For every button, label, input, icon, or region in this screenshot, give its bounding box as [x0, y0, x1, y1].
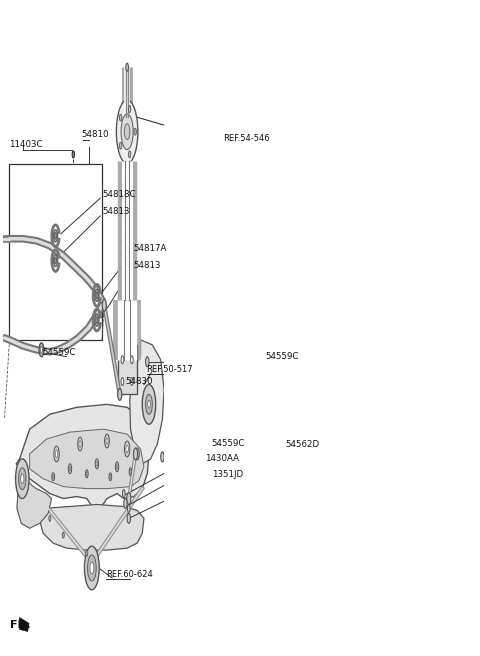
- Circle shape: [49, 516, 51, 522]
- Circle shape: [55, 451, 58, 457]
- Circle shape: [145, 394, 152, 414]
- Circle shape: [122, 489, 125, 497]
- Text: 54562D: 54562D: [285, 440, 319, 449]
- Circle shape: [95, 289, 99, 301]
- Polygon shape: [130, 340, 164, 464]
- Circle shape: [69, 466, 71, 471]
- Text: 54559C: 54559C: [42, 348, 76, 358]
- Circle shape: [86, 472, 87, 476]
- Circle shape: [79, 441, 81, 447]
- Circle shape: [40, 346, 43, 354]
- Circle shape: [54, 257, 57, 264]
- Circle shape: [90, 562, 94, 574]
- Circle shape: [126, 63, 129, 72]
- Text: 1351JD: 1351JD: [212, 470, 243, 480]
- Circle shape: [126, 445, 128, 453]
- Circle shape: [121, 378, 124, 386]
- Polygon shape: [30, 429, 144, 489]
- Circle shape: [53, 255, 58, 266]
- Circle shape: [78, 437, 83, 451]
- Text: REF.60-624: REF.60-624: [106, 570, 153, 579]
- Circle shape: [95, 459, 98, 469]
- Circle shape: [129, 151, 131, 158]
- Circle shape: [109, 473, 112, 481]
- Circle shape: [135, 448, 139, 460]
- Polygon shape: [20, 617, 29, 632]
- Text: FR.: FR.: [10, 621, 31, 630]
- Circle shape: [131, 378, 133, 386]
- Text: 54559C: 54559C: [265, 352, 299, 361]
- Text: 54810: 54810: [82, 130, 109, 139]
- Circle shape: [96, 462, 97, 466]
- Circle shape: [68, 464, 72, 474]
- Circle shape: [52, 473, 55, 481]
- Circle shape: [95, 314, 99, 326]
- Circle shape: [106, 438, 108, 444]
- Circle shape: [127, 493, 131, 504]
- Circle shape: [128, 504, 130, 512]
- Text: 54559C: 54559C: [212, 438, 245, 447]
- Circle shape: [87, 555, 96, 581]
- Text: 11403C: 11403C: [9, 140, 42, 149]
- Circle shape: [130, 470, 131, 474]
- Circle shape: [124, 441, 130, 457]
- Circle shape: [127, 514, 131, 523]
- Circle shape: [129, 468, 132, 476]
- Circle shape: [39, 343, 44, 357]
- Circle shape: [161, 452, 164, 462]
- Circle shape: [121, 356, 124, 363]
- Polygon shape: [16, 404, 149, 508]
- Circle shape: [72, 151, 74, 158]
- Circle shape: [116, 464, 118, 469]
- Circle shape: [86, 550, 88, 556]
- Circle shape: [53, 475, 54, 478]
- Text: 54830: 54830: [125, 377, 153, 386]
- Text: 1430AA: 1430AA: [205, 455, 239, 463]
- Circle shape: [145, 357, 149, 367]
- Text: 54817A: 54817A: [134, 244, 167, 253]
- Bar: [10, 165, 102, 340]
- Circle shape: [84, 546, 99, 590]
- Circle shape: [121, 114, 133, 150]
- Circle shape: [118, 388, 122, 400]
- Circle shape: [131, 356, 133, 363]
- Circle shape: [116, 100, 138, 163]
- Polygon shape: [40, 504, 144, 550]
- Circle shape: [134, 128, 136, 135]
- Circle shape: [54, 446, 59, 462]
- Circle shape: [85, 470, 88, 478]
- Text: 54813: 54813: [134, 261, 161, 270]
- Text: 54818C: 54818C: [102, 190, 135, 199]
- Circle shape: [54, 232, 57, 239]
- Polygon shape: [118, 345, 136, 394]
- Circle shape: [148, 400, 150, 408]
- Circle shape: [120, 114, 122, 121]
- Circle shape: [102, 299, 106, 311]
- Circle shape: [21, 474, 24, 483]
- Circle shape: [15, 459, 29, 499]
- Circle shape: [105, 434, 109, 448]
- Circle shape: [120, 142, 122, 149]
- Circle shape: [129, 106, 131, 113]
- Circle shape: [115, 462, 119, 472]
- Circle shape: [19, 468, 26, 489]
- Circle shape: [53, 230, 58, 242]
- Circle shape: [96, 292, 98, 298]
- Text: REF.50-517: REF.50-517: [146, 365, 193, 374]
- Polygon shape: [17, 479, 51, 528]
- Circle shape: [124, 124, 130, 140]
- Circle shape: [62, 532, 64, 538]
- Circle shape: [96, 317, 98, 323]
- Circle shape: [110, 475, 111, 478]
- Text: REF.54-546: REF.54-546: [223, 134, 270, 143]
- Text: 54813: 54813: [102, 207, 130, 216]
- Circle shape: [133, 448, 138, 460]
- Circle shape: [124, 499, 127, 508]
- Circle shape: [142, 384, 156, 424]
